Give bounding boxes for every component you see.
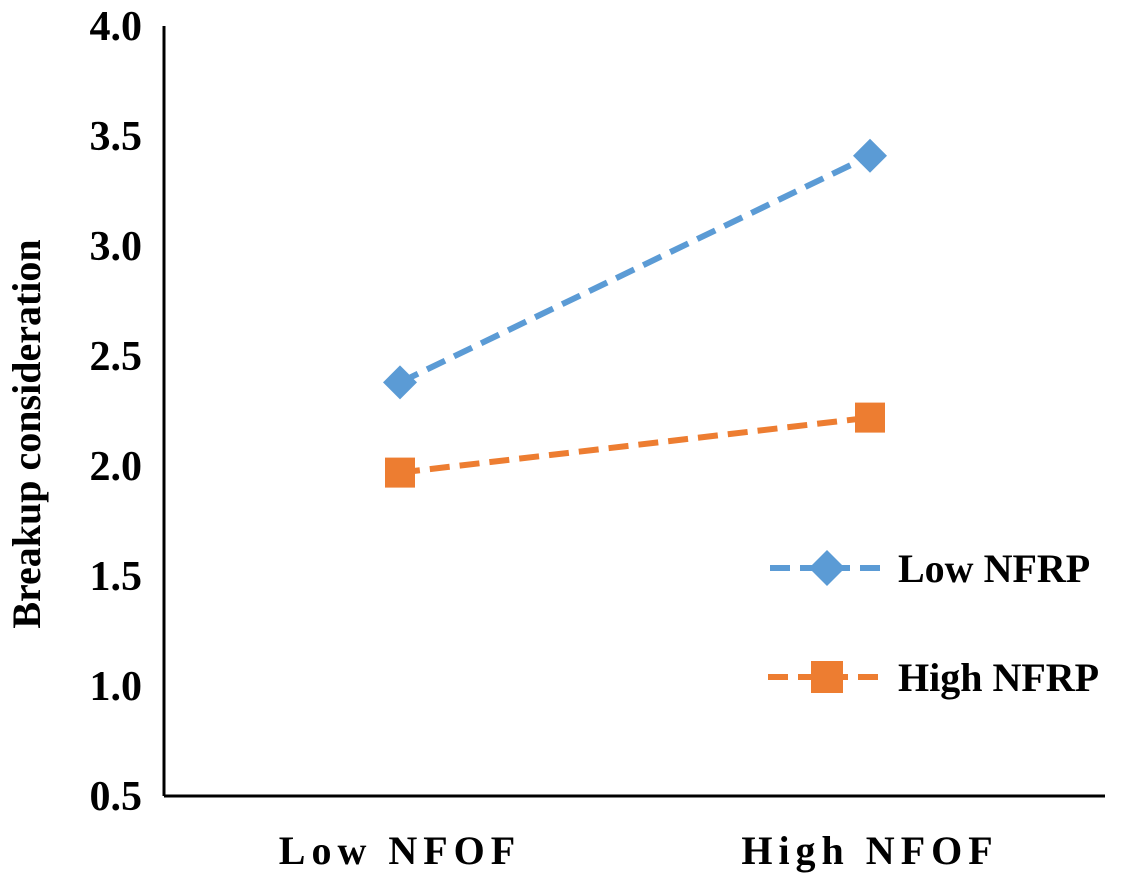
y-tick-label: 4.0 (90, 4, 143, 50)
legend: Low NFRP High NFRP (768, 546, 1099, 700)
series-line-low-nfrp (398, 153, 872, 386)
y-tick-label: 3.5 (90, 114, 143, 160)
legend-item-high-nfrp: High NFRP (768, 655, 1099, 700)
series-markers (383, 138, 887, 488)
x-category-labels: Low NFOF High NFOF (279, 828, 998, 873)
y-tick-label: 1.5 (90, 554, 143, 600)
legend-diamond-icon (809, 550, 845, 586)
data-point-low-nfrp-high-nfof (853, 138, 887, 173)
y-tick-label: 2.0 (90, 444, 143, 490)
legend-label-low-nfrp: Low NFRP (898, 546, 1090, 591)
data-point-high-nfrp-high-nfof (855, 402, 885, 433)
legend-item-low-nfrp: Low NFRP (770, 546, 1090, 591)
y-tick-labels: 0.5 1.0 1.5 2.0 2.5 3.0 3.5 4.0 (90, 4, 143, 820)
data-point-low-nfrp-low-nfof (383, 365, 417, 400)
x-category-label-high-nfof: High NFOF (741, 828, 998, 873)
data-point-high-nfrp-low-nfof (385, 457, 415, 488)
y-tick-label: 3.0 (90, 224, 143, 270)
y-tick-label: 0.5 (90, 774, 143, 820)
series-lines (398, 153, 872, 476)
x-category-label-low-nfof: Low NFOF (279, 828, 521, 873)
y-tick-label: 2.5 (90, 334, 143, 380)
y-axis-title: Breakup consideration (4, 239, 49, 628)
y-tick-label: 1.0 (90, 664, 143, 710)
legend-square-icon (811, 661, 843, 693)
series-line-high-nfrp (399, 414, 871, 476)
legend-label-high-nfrp: High NFRP (898, 655, 1099, 700)
